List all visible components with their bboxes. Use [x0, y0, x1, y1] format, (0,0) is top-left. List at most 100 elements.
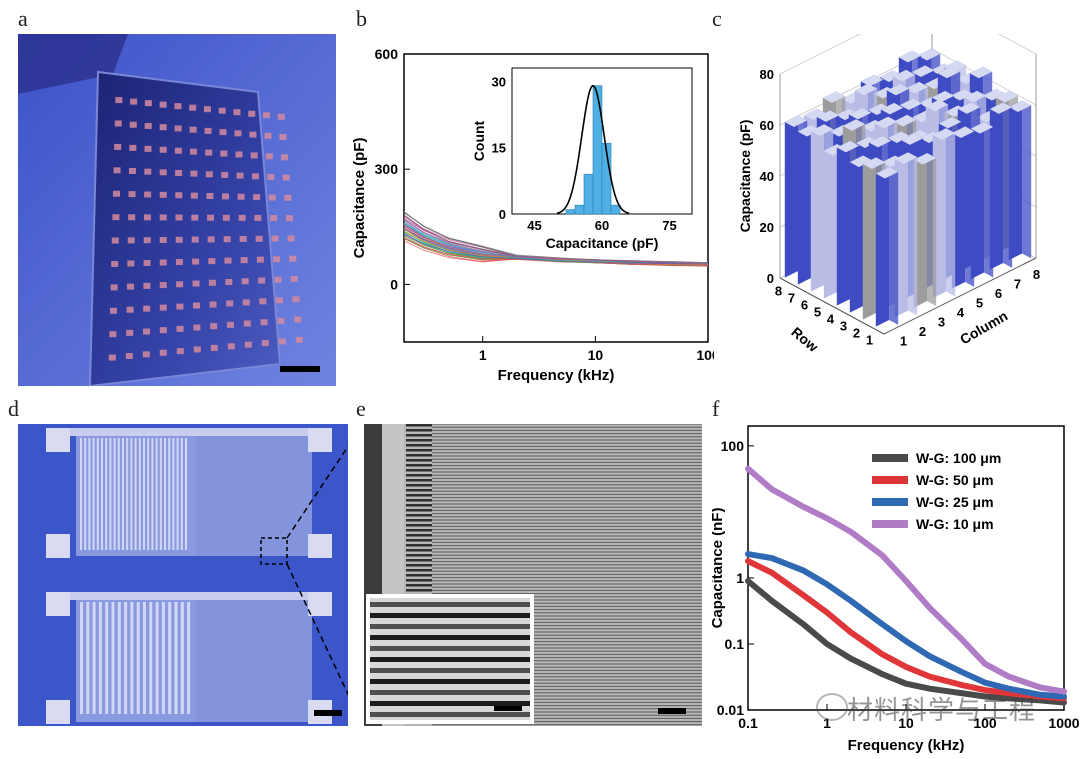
panel-label-e: e — [356, 396, 366, 421]
electrode-pad — [176, 281, 184, 288]
electrode-pad — [113, 167, 121, 174]
finger — [138, 438, 141, 550]
electrode-pad — [282, 174, 290, 181]
finger — [406, 534, 432, 537]
electrode-pad — [260, 319, 268, 326]
electrode-pad — [143, 282, 151, 289]
finger — [117, 438, 120, 550]
electrode-pad — [284, 194, 292, 201]
electrode-pad — [128, 214, 136, 221]
z-tick-label: 40 — [760, 169, 774, 184]
x-tick-label: 100 — [973, 715, 997, 731]
bar-top-face — [938, 116, 962, 129]
inset-x-tick-label: 75 — [662, 218, 676, 233]
sem-image — [364, 423, 702, 726]
electrode-pad — [190, 170, 198, 177]
bar-top-face — [905, 81, 929, 94]
finger — [406, 569, 432, 572]
electrode-pad — [221, 171, 229, 178]
finger — [134, 438, 137, 550]
electrode-pad — [159, 169, 167, 176]
bar-top-face — [803, 108, 827, 121]
electrode-pad — [285, 215, 293, 222]
column-tick-label: 5 — [976, 295, 983, 310]
electrode-pad — [234, 130, 242, 137]
bar-top-face — [950, 88, 974, 101]
series-line — [745, 465, 1067, 695]
electrode-pad — [237, 193, 245, 200]
finger — [96, 438, 99, 550]
inset-line — [370, 690, 530, 695]
electrode-pad — [125, 352, 133, 359]
electrode-pad — [274, 276, 282, 283]
bar-top-face — [868, 135, 892, 148]
column-tick-label: 8 — [1033, 267, 1040, 282]
inset-line — [370, 635, 530, 640]
electrode-pad — [204, 127, 212, 134]
y-tick-label: 100 — [721, 438, 745, 454]
electrode-pad — [218, 107, 226, 114]
finger — [174, 602, 178, 714]
bar-top-face — [937, 66, 961, 79]
finger — [406, 479, 432, 482]
bar-side-face — [965, 126, 975, 287]
bar-side-face — [1022, 100, 1032, 259]
bar-top-face — [879, 70, 903, 83]
bar-top-face — [982, 89, 1006, 101]
finger — [406, 519, 432, 522]
finger — [406, 474, 432, 477]
finger — [124, 602, 128, 714]
finger — [185, 438, 187, 550]
row-tick-label: 5 — [814, 305, 821, 320]
bar-top-face — [855, 136, 879, 149]
finger — [105, 602, 109, 714]
legend-label: W-G: 50 μm — [916, 472, 994, 488]
bar-top-face — [810, 124, 834, 136]
electrode-pad — [190, 192, 198, 199]
inset-line — [370, 668, 530, 673]
electrode-pad — [295, 336, 303, 343]
bar-top-face — [816, 110, 840, 122]
electrode-pad — [219, 129, 227, 136]
finger — [406, 429, 432, 432]
panel-c-chart: 0 20 40 60 80 Capacitance (pF) 1 2 3 4 5 6 7 8 1 2 3 4 5 6 7… — [724, 0, 1080, 386]
electrode-pad — [143, 237, 151, 244]
electrode-pad — [248, 110, 256, 117]
comb-electrode-bottom-left — [80, 602, 191, 714]
electrode-pad — [190, 148, 198, 155]
electrode-pad — [192, 258, 200, 265]
electrode-pad — [111, 260, 119, 267]
electrode-pad — [259, 298, 267, 305]
finger — [406, 484, 432, 487]
electrode-pad — [279, 134, 287, 141]
finger — [92, 602, 96, 714]
bar-top-face — [1008, 100, 1032, 113]
inset-x-tick-label: 60 — [595, 218, 609, 233]
finger — [180, 602, 184, 714]
electrode-pad — [175, 169, 183, 176]
finger — [406, 589, 432, 592]
x-tick-label: 100 — [696, 347, 714, 363]
inset-x-axis-title: Capacitance (pF) — [546, 235, 659, 251]
finger — [136, 602, 140, 714]
electrode-pad — [225, 279, 233, 286]
finger — [84, 438, 87, 550]
inset-x-tick-label: 45 — [527, 218, 541, 233]
finger — [80, 602, 83, 714]
z-tick-label: 20 — [760, 220, 774, 235]
bar-top-face — [848, 107, 872, 120]
histogram-bar — [565, 209, 576, 215]
electrode-pad — [127, 260, 135, 267]
finger — [406, 494, 432, 497]
electrode-pad — [109, 307, 117, 314]
inset-line — [370, 701, 530, 706]
sem-fingers — [406, 424, 432, 592]
finger — [130, 438, 133, 550]
panel-label-a: a — [18, 6, 28, 31]
electrode-pad — [264, 132, 272, 139]
histogram-bar — [574, 204, 585, 215]
finger — [168, 602, 172, 714]
bar-top-face — [898, 50, 922, 63]
column-tick-label: 2 — [919, 324, 926, 339]
comb-electrode-top-left — [80, 438, 187, 550]
